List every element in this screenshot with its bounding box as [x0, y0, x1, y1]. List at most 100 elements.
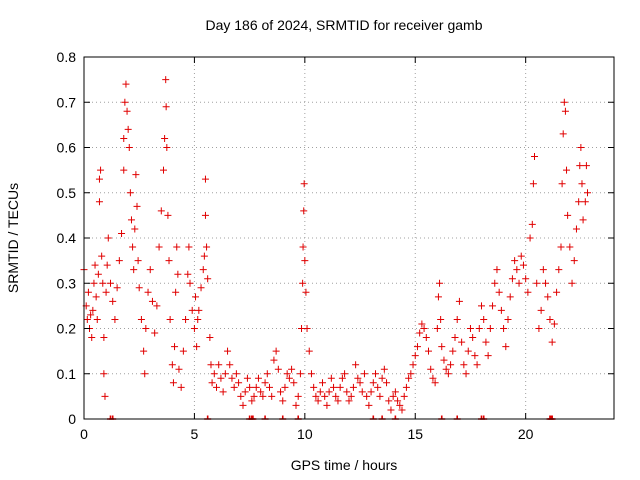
data-point — [120, 166, 128, 174]
data-point — [497, 306, 505, 314]
data-point — [241, 388, 249, 396]
data-point — [332, 392, 340, 400]
data-point — [219, 388, 227, 396]
data-point — [115, 257, 123, 265]
data-point — [213, 383, 220, 391]
data-point — [283, 370, 291, 378]
data-point — [190, 325, 198, 332]
data-point — [437, 315, 445, 323]
data-point — [347, 392, 355, 400]
data-point — [157, 207, 165, 215]
data-point — [221, 370, 229, 378]
data-point — [316, 388, 324, 396]
data-point — [363, 392, 371, 400]
y-tick-label: 0.3 — [57, 275, 77, 291]
data-point — [531, 153, 538, 161]
data-point — [94, 270, 102, 278]
data-point — [471, 352, 479, 360]
data-point — [130, 266, 138, 274]
data-point — [427, 365, 435, 373]
data-point — [341, 370, 349, 378]
data-point — [535, 325, 543, 332]
data-point — [134, 257, 142, 265]
y-tick-label: 0.2 — [57, 321, 77, 337]
x-tick-label: 20 — [518, 426, 534, 442]
data-point — [201, 211, 209, 219]
x-tick-label: 0 — [80, 426, 88, 442]
data-point — [90, 279, 98, 287]
data-point — [425, 347, 432, 355]
data-point — [374, 383, 382, 391]
data-point — [327, 374, 335, 382]
y-tick-label: 0.5 — [57, 185, 77, 201]
data-point — [356, 379, 364, 387]
data-point — [407, 370, 415, 378]
data-point — [188, 306, 196, 314]
data-point — [201, 175, 209, 183]
data-point — [559, 130, 567, 138]
data-point — [193, 343, 201, 351]
data-point — [162, 103, 170, 111]
data-point — [495, 288, 503, 296]
data-point — [91, 261, 99, 269]
data-point — [165, 257, 173, 265]
data-point — [416, 329, 424, 337]
data-point — [177, 383, 185, 391]
data-point — [98, 252, 106, 260]
data-point — [246, 383, 254, 391]
data-point — [577, 144, 585, 151]
x-axis-title: GPS time / hours — [291, 457, 398, 473]
data-point — [444, 370, 452, 378]
data-point — [484, 352, 492, 360]
data-point — [489, 302, 497, 310]
data-point — [413, 343, 421, 351]
data-point — [102, 288, 110, 296]
y-tick-label: 0.6 — [57, 140, 77, 156]
data-point — [226, 361, 234, 369]
data-point — [367, 388, 375, 396]
data-point — [192, 293, 200, 301]
data-point — [294, 392, 302, 400]
data-point — [464, 347, 472, 355]
data-point — [458, 338, 466, 346]
data-point — [203, 243, 211, 251]
data-point — [199, 266, 207, 274]
data-point — [438, 343, 446, 351]
y-tick-label: 0.8 — [57, 49, 77, 65]
data-point — [279, 397, 287, 405]
data-point — [235, 379, 243, 387]
data-point — [124, 125, 132, 133]
data-point — [301, 257, 309, 265]
data-point — [504, 315, 512, 323]
data-point — [113, 284, 121, 292]
data-point — [515, 279, 523, 287]
data-point — [230, 383, 238, 391]
data-point — [296, 370, 304, 378]
data-point — [522, 275, 530, 283]
data-point — [330, 383, 338, 391]
data-point — [506, 293, 514, 301]
y-tick-label: 0.7 — [57, 94, 77, 110]
data-point — [396, 401, 404, 409]
data-point — [314, 397, 322, 405]
data-point — [478, 302, 485, 310]
data-point — [121, 98, 129, 106]
data-point — [582, 162, 590, 170]
data-point — [155, 243, 163, 251]
data-point — [163, 144, 171, 151]
data-point — [263, 370, 271, 378]
data-point — [164, 211, 172, 219]
data-point — [480, 315, 488, 323]
data-point — [511, 257, 519, 265]
data-point — [578, 180, 586, 188]
chart-title: Day 186 of 2024, SRMTID for receiver gam… — [205, 17, 482, 33]
data-point — [104, 234, 112, 242]
data-point — [166, 315, 174, 323]
data-point — [325, 388, 333, 396]
data-point — [524, 288, 532, 296]
data-point — [135, 284, 143, 292]
data-point — [174, 270, 182, 278]
data-point — [186, 279, 194, 287]
data-point — [277, 388, 285, 396]
data-point — [125, 144, 133, 151]
